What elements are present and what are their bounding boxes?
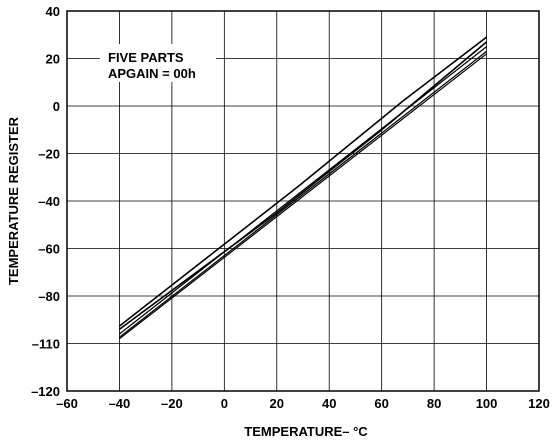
y-tick-label: –40: [38, 194, 60, 209]
series-group: [118, 36, 488, 340]
y-tick-label: –60: [38, 242, 60, 257]
plot-frame: [66, 10, 540, 392]
series-line-3: [119, 46, 487, 335]
x-tick-label: –40: [109, 396, 131, 411]
x-tick-label: –20: [161, 396, 183, 411]
x-tick-label: 60: [374, 396, 388, 411]
series-line-5: [119, 53, 487, 340]
y-tick-label: –80: [38, 289, 60, 304]
series-line-2: [118, 41, 488, 330]
x-tick-label: 120: [528, 396, 550, 411]
series-line-1: [118, 36, 488, 327]
x-tick-label: 40: [322, 396, 336, 411]
x-tick-label: 0: [221, 396, 228, 411]
y-tick-label: 40: [46, 4, 60, 19]
y-tick-label: 20: [46, 52, 60, 67]
annotation-line-2: APGAIN = 00h: [108, 66, 196, 81]
x-tick-label: 100: [476, 396, 498, 411]
y-tick-label: –110: [32, 337, 60, 352]
annotation-line-1: FIVE PARTS: [108, 50, 184, 65]
y-axis-label: TEMPERATURE REGISTER: [6, 116, 21, 285]
y-tick-label: –20: [38, 147, 60, 162]
x-tick-label: 20: [270, 396, 284, 411]
tick-labels: –60 –40 –20 0 20 40 60 80 100 120 –120 –110 –80 –60 –4…: [31, 4, 550, 411]
y-tick-label: –120: [31, 384, 60, 399]
annotation-box: [100, 44, 216, 82]
x-axis-label: TEMPERATURE– °C: [244, 424, 368, 439]
x-tick-label: –60: [56, 396, 78, 411]
series-line-4: [119, 50, 487, 338]
x-tick-label: 80: [427, 396, 441, 411]
y-tick-label: 0: [53, 99, 60, 114]
